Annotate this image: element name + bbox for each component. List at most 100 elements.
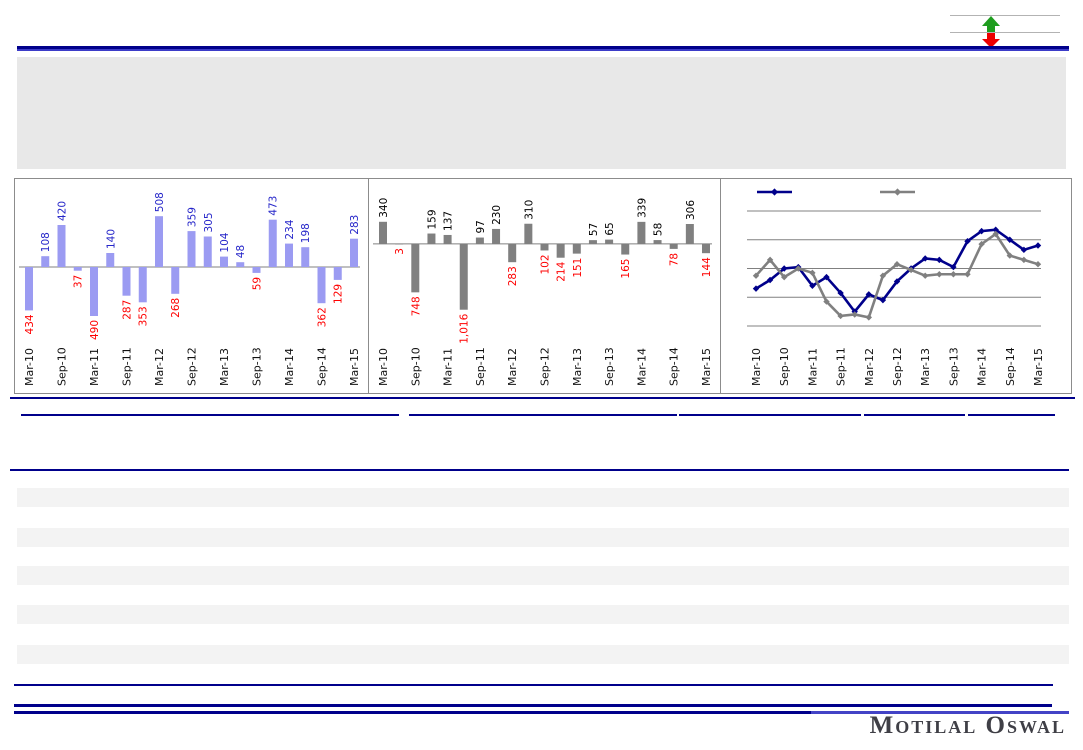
diamond-marker (781, 265, 788, 272)
bar (73, 267, 82, 271)
rotated-label: Sep-11 (121, 347, 134, 386)
bar (285, 243, 293, 267)
diamond-marker (964, 271, 971, 278)
diamond-marker (964, 237, 971, 245)
diamond-marker (950, 271, 957, 278)
rotated-label: 57 (588, 223, 600, 236)
table-colgroup-rule-2 (409, 414, 677, 416)
table-colgroup-rule-3 (679, 414, 861, 416)
line-chart-panel-right: Mar-10 Sep-10 Mar-11 Sep-11 Mar-12 Sep-12 Mar-… (720, 178, 1072, 394)
bar (90, 267, 98, 316)
bar (475, 237, 484, 244)
rotated-label: 214 (556, 261, 568, 281)
diamond-marker (1020, 256, 1028, 264)
bar (427, 233, 436, 244)
rotated-label: 3 (394, 248, 406, 255)
bar (637, 221, 646, 244)
bar-chart-panel-left: 434 108 420 37 490 140 287 353 508 268 359 305 104 48… (14, 178, 369, 394)
bar (268, 219, 277, 267)
rotated-label: 305 (203, 212, 215, 232)
rotated-label: Mar-12 (863, 348, 876, 386)
rotated-label: Mar-13 (571, 348, 584, 386)
rotated-label: 129 (333, 284, 345, 304)
footer-rule-top (14, 704, 1052, 707)
bar (411, 243, 420, 293)
diamond-marker (893, 278, 901, 285)
diamond-marker (770, 188, 779, 196)
rotated-label: 362 (317, 307, 329, 327)
bar (138, 267, 147, 303)
indicator-arrows (982, 16, 1000, 48)
rotated-label: 78 (669, 253, 681, 266)
rotated-label: 97 (475, 220, 487, 233)
rotated-label: 306 (685, 200, 697, 220)
rotated-label: 268 (170, 298, 182, 318)
bar (702, 243, 710, 254)
rotated-label: 59 (252, 277, 264, 290)
table-bottom-rule (14, 684, 1053, 686)
bar (106, 253, 115, 267)
rotated-label: 473 (268, 196, 280, 216)
bar (540, 243, 549, 251)
rotated-label: Sep-13 (251, 347, 264, 386)
rotated-label: 490 (89, 320, 101, 340)
bar (572, 243, 581, 254)
diamond-marker (752, 285, 760, 292)
diamond-marker (823, 298, 830, 305)
rotated-label: 283 (507, 266, 519, 286)
rotated-label: 137 (443, 211, 455, 231)
table-row-stripe (17, 488, 1069, 507)
rotated-label: Mar-14 (976, 348, 989, 386)
rotated-label: 159 (426, 209, 438, 229)
rotated-label: Mar-11 (806, 348, 819, 386)
table-row-stripe (17, 566, 1069, 585)
rotated-label: Sep-14 (668, 347, 681, 386)
diamond-marker (1034, 242, 1042, 249)
bar (459, 243, 468, 310)
rotated-label: Sep-10 (778, 347, 791, 386)
bar (556, 243, 565, 258)
motilal-oswal-logo: Motilal Oswal (869, 712, 1066, 739)
diamond-marker (893, 188, 902, 196)
rotated-label: 102 (540, 254, 552, 274)
rotated-label: 37 (73, 275, 85, 288)
rotated-label: 353 (138, 306, 150, 326)
bar (621, 243, 630, 255)
rotated-label: 65 (604, 222, 616, 235)
rotated-label: 108 (40, 232, 52, 252)
rotated-label: Sep-14 (1004, 347, 1017, 386)
table-colgroup-rule-1 (21, 414, 399, 416)
bar (171, 267, 180, 294)
rotated-label: 144 (701, 257, 713, 277)
rotated-label: 165 (620, 259, 632, 279)
series-2-line (755, 232, 1039, 319)
rotated-label: Sep-13 (603, 347, 616, 386)
bar (395, 243, 404, 245)
rotated-label: Mar-14 (283, 348, 296, 386)
diamond-marker (752, 272, 760, 279)
footer-rule-bottom-left (14, 711, 811, 714)
bar (317, 267, 326, 304)
line-chart-right-svg: Mar-10 Sep-10 Mar-11 Sep-11 Mar-12 Sep-12 Mar-… (747, 188, 1045, 386)
bar (443, 234, 452, 244)
rotated-label: 234 (284, 219, 296, 239)
bar (187, 231, 196, 267)
bar (220, 256, 228, 267)
rotated-label: 339 (636, 198, 648, 218)
rotated-label: Mar-10 (23, 348, 36, 386)
rotated-label: 359 (187, 207, 199, 227)
rotated-label: Mar-13 (919, 348, 932, 386)
rotated-label: Mar-14 (635, 348, 648, 386)
bar-chart-middle-svg: 340 3 748 159 137 1,016 97 230 283 310 102 214 151 57… (373, 198, 713, 386)
diamond-marker (1034, 260, 1042, 268)
rotated-label: Sep-12 (539, 347, 552, 386)
bar (508, 243, 517, 263)
bar (685, 223, 694, 244)
bar-chart-panel-middle: 340 3 748 159 137 1,016 97 230 283 310 102 214 151 57… (368, 178, 721, 394)
rotated-label: 58 (653, 223, 665, 236)
rotated-label: Mar-10 (750, 348, 763, 386)
bar (588, 240, 597, 244)
diamond-marker (893, 260, 901, 268)
bar (605, 239, 614, 244)
